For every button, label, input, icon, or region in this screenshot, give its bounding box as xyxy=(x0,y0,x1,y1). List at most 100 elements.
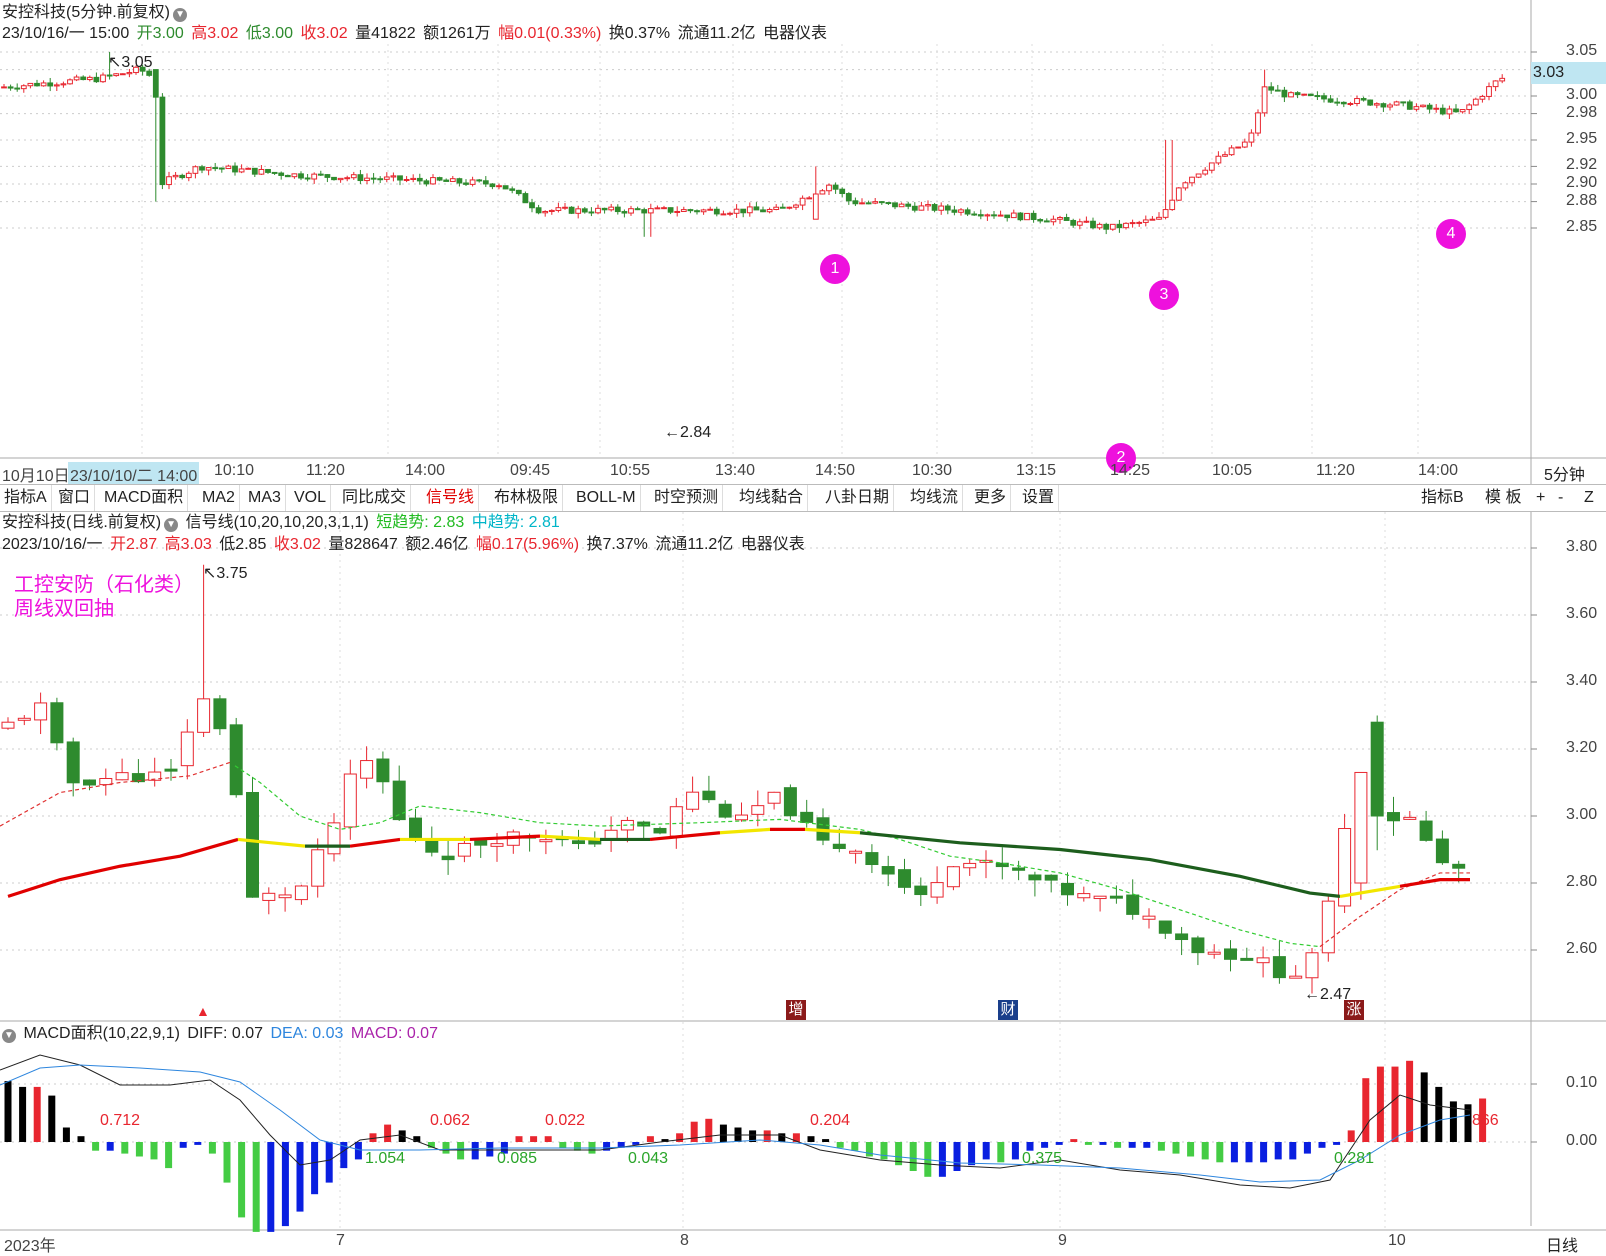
daily-candle xyxy=(409,817,422,838)
toolbar-5[interactable]: VOL xyxy=(290,485,332,511)
intraday-candle xyxy=(971,213,978,216)
toolbar-right-3[interactable]: - xyxy=(1558,489,1564,506)
daily-candle xyxy=(1109,895,1123,899)
intraday-candle xyxy=(1393,101,1400,106)
daily-candle xyxy=(783,787,797,817)
macd-bar xyxy=(92,1142,100,1151)
intraday-candle xyxy=(1142,219,1149,223)
toolbar-11[interactable]: 均线黏合 xyxy=(735,485,809,511)
intraday-candle xyxy=(925,204,931,207)
marker-4[interactable]: 4 xyxy=(1436,219,1466,249)
daily-candle xyxy=(457,842,471,857)
intraday-candle xyxy=(1136,221,1143,224)
daily-candle xyxy=(555,836,569,841)
marker-1[interactable]: 1 xyxy=(820,254,850,284)
toolbar-1[interactable]: 窗口 xyxy=(54,485,96,511)
intraday-candle xyxy=(707,208,714,211)
intraday-candle xyxy=(1472,98,1479,106)
macd-bar xyxy=(530,1136,538,1142)
macd-bar xyxy=(1274,1142,1282,1160)
daily-candle xyxy=(50,702,64,744)
daily-title-row: 安控科技(日线.前复权) ▼ 信号线(10,20,10,20,3,1,1) 短趋势… xyxy=(2,513,563,533)
intraday-candle xyxy=(1010,212,1017,219)
toolbar-8[interactable]: 布林极限 xyxy=(490,485,564,511)
badge-cai[interactable]: 财 xyxy=(998,1000,1018,1020)
month-label: 2023年 xyxy=(4,1238,56,1255)
daily-candle xyxy=(1354,771,1368,884)
intraday-candle xyxy=(588,211,595,214)
toolbar-right-4[interactable]: Z xyxy=(1584,489,1594,506)
intraday-candle xyxy=(575,208,582,214)
dropdown-icon[interactable]: ▼ xyxy=(164,518,179,532)
dropdown-icon[interactable]: ▼ xyxy=(2,1029,16,1043)
intraday-period: 5分钟 xyxy=(1544,467,1585,484)
badge-zeng[interactable]: 增 xyxy=(786,1000,806,1020)
intraday-candle xyxy=(337,177,344,181)
daily-candle xyxy=(83,779,96,786)
toolbar-right-0[interactable]: 指标B xyxy=(1421,489,1464,506)
intraday-candle xyxy=(1274,89,1281,92)
macd-bar xyxy=(544,1136,552,1142)
intraday-candle xyxy=(1466,104,1473,111)
intraday-candle xyxy=(938,205,945,211)
marker-2[interactable]: 2 xyxy=(1106,443,1136,473)
toolbar-15[interactable]: 设置 xyxy=(1018,485,1060,511)
intraday-title[interactable]: 安控科技(5分钟.前复权) xyxy=(2,4,171,21)
toolbar-14[interactable]: 更多 xyxy=(970,485,1012,511)
intraday-candle xyxy=(192,166,199,174)
toolbar-3[interactable]: MA2 xyxy=(198,485,240,511)
marker-3[interactable]: 3 xyxy=(1149,280,1179,310)
toolbar-2[interactable]: MACD面积 xyxy=(100,485,189,511)
macd-bar xyxy=(690,1121,698,1142)
intraday-date: 23/10/16/一 15:00 xyxy=(2,25,130,42)
intraday-candle xyxy=(205,167,212,171)
macd-title-row: ▼ MACD面积(10,22,9,1) DIFF: 0.07 DEA: 0.03… xyxy=(2,1024,441,1044)
mid-trend: 中趋势: 2.81 xyxy=(471,514,560,531)
intraday-candle xyxy=(443,179,450,182)
intraday-candle xyxy=(859,202,865,205)
daily-title[interactable]: 安控科技(日线.前复权) xyxy=(2,514,162,531)
toolbar-12[interactable]: 八卦日期 xyxy=(821,485,895,511)
macd-bar xyxy=(1420,1072,1428,1142)
macd-bar xyxy=(4,1081,12,1142)
intraday-candle xyxy=(53,84,60,87)
macd-bar xyxy=(982,1142,990,1160)
red-dash-line-2 xyxy=(1319,872,1470,948)
macd-bar xyxy=(1245,1142,1253,1163)
macd-bar xyxy=(1406,1060,1414,1142)
daily-candle xyxy=(34,702,48,721)
macd-bar xyxy=(427,1142,435,1148)
intraday-candle xyxy=(1,86,7,89)
intraday-candle xyxy=(773,206,780,210)
badge-zhang[interactable]: 涨 xyxy=(1344,1000,1364,1020)
macd-bar xyxy=(252,1142,260,1232)
toolbar-0[interactable]: 指标A xyxy=(0,485,52,511)
macd-bar xyxy=(1216,1142,1224,1163)
toolbar-right-2[interactable]: + xyxy=(1536,489,1546,506)
toolbar-right-1[interactable]: 模 板 xyxy=(1485,489,1522,506)
intraday-candle xyxy=(449,178,456,182)
daily-candle xyxy=(1142,915,1156,920)
intraday-candle xyxy=(311,173,318,180)
intraday-candle xyxy=(1063,217,1070,221)
daily-candle xyxy=(1435,838,1449,864)
toolbar-13[interactable]: 均线流 xyxy=(906,485,964,511)
macd-title[interactable]: MACD面积(10,22,9,1) xyxy=(23,1025,180,1042)
intraday-candle xyxy=(740,208,747,214)
macd-bar xyxy=(106,1142,114,1151)
toolbar-4[interactable]: MA3 xyxy=(244,485,286,511)
macd-bar xyxy=(238,1142,246,1218)
toolbar-9[interactable]: BOLL-M xyxy=(572,485,641,511)
intraday-candle xyxy=(284,174,291,178)
toolbar-7[interactable]: 信号线 xyxy=(422,485,480,511)
dropdown-icon[interactable]: ▼ xyxy=(173,8,188,22)
intraday-axis-label: 2.90 xyxy=(1566,174,1598,191)
time-label: 13:40 xyxy=(715,462,756,479)
intraday-candle xyxy=(436,177,443,181)
macd-bar xyxy=(1099,1142,1107,1145)
intraday-close: 收3.02 xyxy=(300,25,348,42)
macd-bar xyxy=(340,1142,348,1169)
toolbar-6[interactable]: 同比成交 xyxy=(338,485,412,511)
toolbar-10[interactable]: 时空预测 xyxy=(650,485,724,511)
